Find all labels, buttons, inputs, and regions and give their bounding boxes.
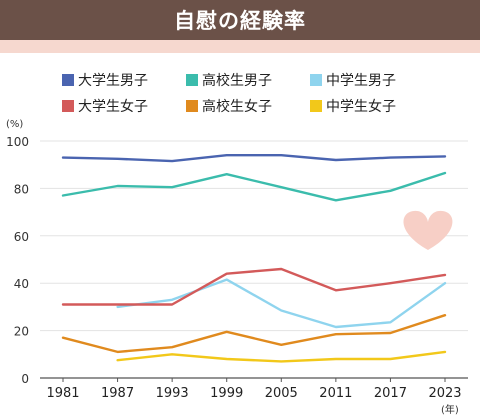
- x-tick-label: 2011: [319, 386, 352, 401]
- legend-label: 大学生女子: [78, 99, 148, 115]
- legend-item: 中学生女子: [310, 96, 434, 116]
- x-unit-label: (年): [441, 403, 459, 416]
- legend-item: 高校生男子: [186, 70, 310, 90]
- legend-label: 高校生女子: [202, 99, 272, 115]
- x-tick-label: 2005: [265, 386, 298, 401]
- legend-swatch: [310, 74, 322, 86]
- x-tick-label: 1999: [210, 386, 243, 401]
- x-tick-label: 1987: [101, 386, 134, 401]
- legend-label: 中学生男子: [326, 73, 396, 89]
- heart-decoration-layer: [403, 210, 453, 250]
- series-line: [61, 267, 447, 306]
- y-tick-label: 0: [21, 372, 29, 386]
- chart-legend: 大学生男子 高校生男子 中学生男子大学生女子 高校生女子 中学生女子: [62, 70, 480, 116]
- x-tick-label: 1981: [46, 386, 79, 401]
- series-line: [116, 278, 447, 329]
- legend-item: 中学生男子: [310, 70, 434, 90]
- y-tick-label: 40: [14, 277, 29, 291]
- series-line: [61, 171, 447, 202]
- legend-item: 大学生男子: [62, 70, 186, 90]
- legend-label: 大学生男子: [78, 73, 148, 89]
- legend-swatch: [186, 100, 198, 112]
- series-line: [116, 350, 447, 363]
- y-tick-label: 20: [14, 325, 29, 339]
- legend-label: 中学生女子: [326, 99, 396, 115]
- heart-icon: [403, 210, 453, 250]
- legend-swatch: [186, 74, 198, 86]
- series-layer: [61, 154, 447, 363]
- title-bar: 自慰の経験率: [0, 0, 480, 40]
- axis-layer: 0 20 40 60 80 100 1981 1987 1993 1999 2005 2011 2017…: [6, 119, 468, 416]
- legend-swatch: [310, 100, 322, 112]
- series-line: [61, 314, 447, 354]
- legend-swatch: [62, 74, 74, 86]
- y-tick-label: 60: [14, 230, 29, 244]
- legend-label: 高校生男子: [202, 73, 272, 89]
- legend-item: 高校生女子: [186, 96, 310, 116]
- y-tick-label: 100: [6, 135, 29, 149]
- y-unit-label: (%): [6, 119, 23, 130]
- page-title: 自慰の経験率: [174, 9, 306, 33]
- x-tick-label: 1993: [156, 386, 189, 401]
- x-tick-label: 2023: [428, 386, 461, 401]
- title-underline-band: [0, 40, 480, 53]
- legend-item: 大学生女子: [62, 96, 186, 116]
- grid-layer: [40, 140, 468, 332]
- x-tick-label: 2017: [374, 386, 407, 401]
- legend-swatch: [62, 100, 74, 112]
- y-tick-label: 80: [14, 182, 29, 196]
- series-line: [61, 154, 447, 163]
